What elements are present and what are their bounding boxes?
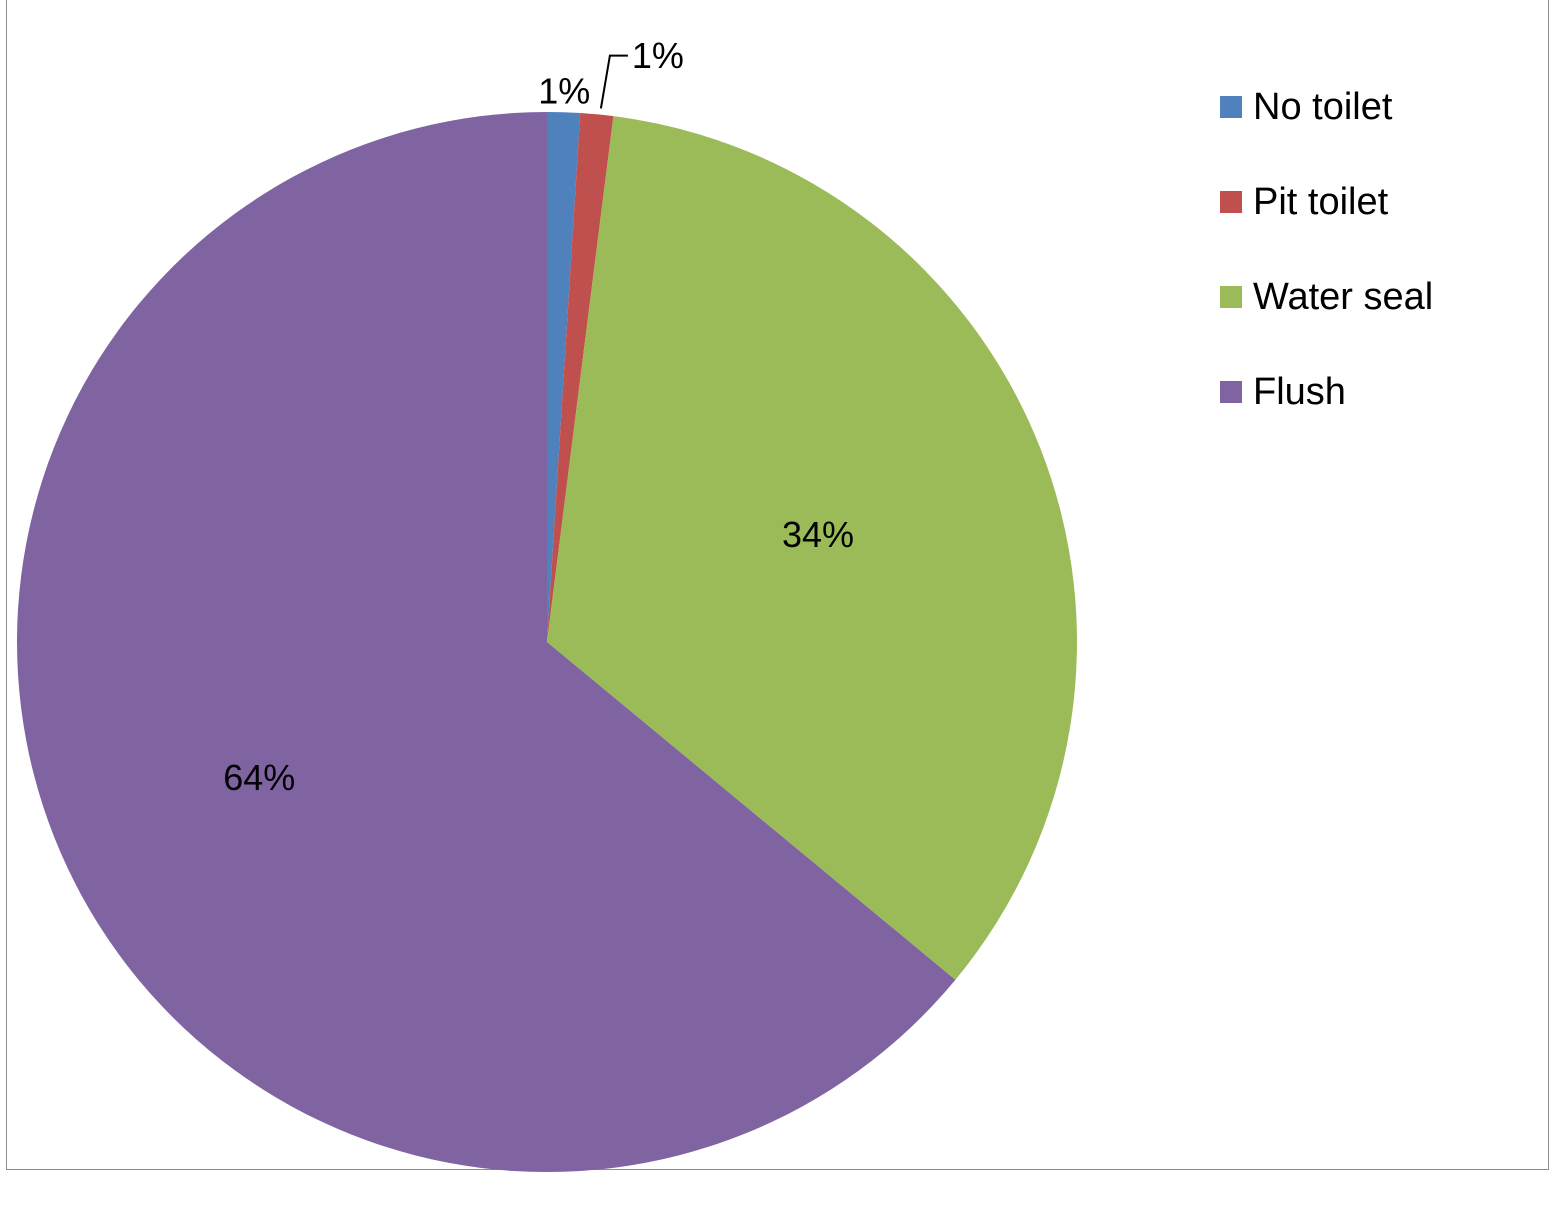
data-label-pit-toilet: 1%	[632, 35, 684, 76]
data-labels: 1% 1% 34% 64%	[223, 35, 854, 798]
legend-swatch-flush	[1220, 381, 1242, 403]
legend-label-no-toilet: No toilet	[1253, 86, 1393, 128]
data-label-no-toilet: 1%	[538, 71, 590, 112]
leader-line-pit-toilet	[599, 54, 628, 109]
legend-swatch-water-seal	[1220, 286, 1242, 308]
pie-slice-pit-toilet	[547, 113, 614, 643]
pie-slices	[16, 112, 1077, 1172]
legend-label-flush: Flush	[1253, 371, 1346, 413]
pie-slice-flush	[16, 112, 956, 1172]
leader-lines	[599, 54, 628, 109]
data-label-water-seal: 34%	[782, 514, 854, 555]
pie-slice-water-seal	[547, 116, 1077, 980]
pie-slice-no-toilet	[547, 112, 581, 642]
legend-swatch-pit-toilet	[1220, 191, 1242, 213]
legend-swatch-no-toilet	[1220, 96, 1242, 118]
legend: No toilet Pit toilet Water seal Flush	[1220, 86, 1433, 413]
legend-label-water-seal: Water seal	[1253, 276, 1433, 318]
data-label-flush: 64%	[223, 757, 295, 798]
legend-label-pit-toilet: Pit toilet	[1253, 181, 1389, 223]
